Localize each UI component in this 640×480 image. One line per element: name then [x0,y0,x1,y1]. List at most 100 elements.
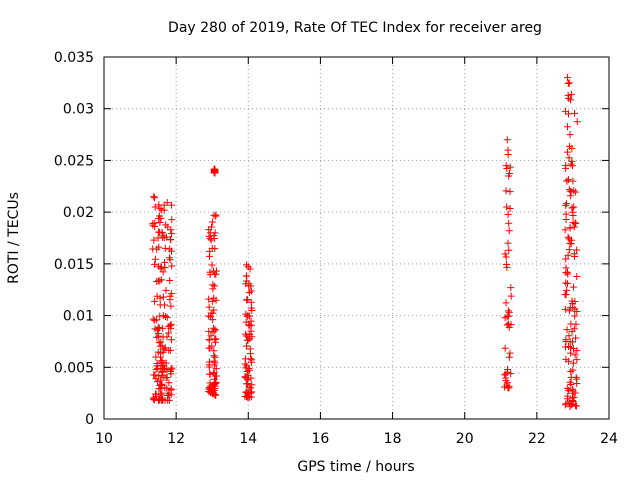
data-point [156,218,164,226]
data-point [168,262,176,270]
data-point [565,386,573,394]
data-point [157,276,165,284]
data-point [207,332,215,340]
y-tick-label: 0.01 [63,309,94,325]
data-point [167,370,175,378]
data-point [163,374,171,382]
data-point [565,154,573,162]
data-point [154,330,162,338]
y-tick-label: 0.03 [63,102,94,118]
x-tick-label: 14 [239,431,257,447]
data-point [150,194,158,202]
data-point [212,365,220,373]
data-point [503,136,511,144]
data-point [569,359,577,367]
data-point [159,293,167,301]
data-point [572,402,580,410]
data-point [210,294,218,302]
data-point [569,177,577,185]
data-point [246,265,254,273]
data-point [571,351,579,359]
data-point [506,204,514,212]
data-point [211,167,219,175]
data-point [562,201,570,209]
data-point [566,403,574,411]
data-point [564,123,572,131]
data-point [165,323,173,331]
data-point [505,308,513,316]
data-point [243,362,251,370]
y-tick-label: 0.005 [54,360,94,376]
data-point [507,292,515,300]
data-point [564,80,572,88]
data-point [504,384,512,392]
data-point [153,333,161,341]
x-tick-label: 10 [95,431,113,447]
data-point [208,223,216,231]
data-point [503,263,511,271]
data-point [166,256,174,264]
data-point [168,230,176,238]
data-point [155,385,163,393]
data-point [210,324,218,332]
data-point [567,160,575,168]
data-point [248,381,256,389]
data-point [503,379,511,387]
data-point [563,286,571,294]
data-point [562,336,570,344]
data-point [205,295,213,303]
data-point [562,255,570,263]
data-point [564,251,572,259]
data-point [569,162,577,170]
data-point [247,298,255,306]
data-point [569,303,577,311]
data-point [154,214,162,222]
data-point [241,355,249,363]
y-tick-label: 0.035 [54,50,94,66]
data-point [569,208,577,216]
data-point [168,201,176,209]
data-point [565,332,573,340]
data-point [247,317,255,325]
data-point [245,289,253,297]
data-point [206,268,214,276]
data-point [156,205,164,213]
data-point [501,250,509,258]
data-point [159,364,167,372]
data-point [158,380,166,388]
data-point [209,281,217,289]
y-tick-label: 0.025 [54,153,94,169]
data-point [158,381,166,389]
data-point [573,379,581,387]
data-point [564,110,572,118]
data-point [154,323,162,331]
data-point [569,366,577,374]
data-point [571,219,579,227]
data-point [151,316,159,324]
data-point [167,385,175,393]
data-point [243,296,251,304]
data-point [150,193,158,201]
data-point [154,277,162,285]
data-point [159,333,167,341]
data-point [159,312,167,320]
data-point [244,312,252,320]
data-point [205,327,213,335]
data-point [570,109,578,117]
data-point [210,347,218,355]
data-point [563,177,571,185]
data-point [244,376,252,384]
data-point [161,258,169,266]
data-point [572,334,580,342]
y-axis-label: ROTI / TECUs [6,192,22,284]
data-point [570,325,578,333]
data-point [563,326,571,334]
data-point [205,232,213,240]
data-point [244,393,252,401]
chart-title: Day 280 of 2019, Rate Of TEC Index for r… [168,20,542,36]
data-point [567,380,575,388]
data-point [565,342,573,350]
data-point [507,321,515,329]
data-point [212,338,220,346]
data-point [165,389,173,397]
